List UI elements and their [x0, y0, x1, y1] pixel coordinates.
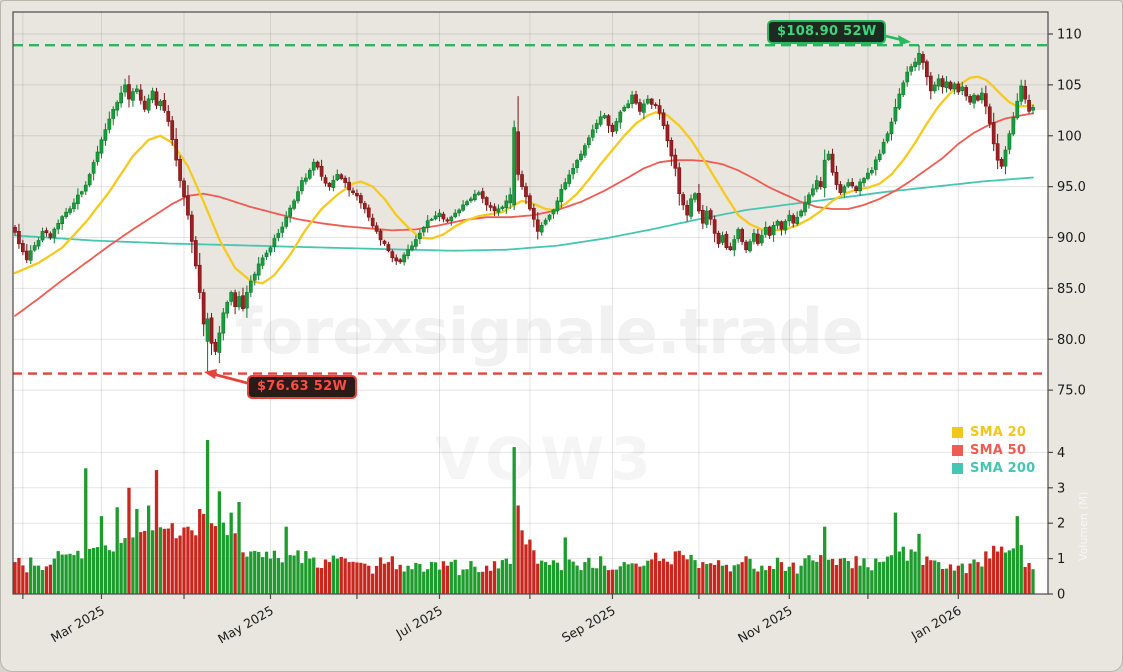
svg-text:4: 4 — [1057, 446, 1065, 461]
svg-text:80.0: 80.0 — [1057, 333, 1086, 348]
sma20-swatch-icon — [952, 426, 963, 438]
svg-text:Jul 2025: Jul 2025 — [393, 603, 445, 642]
svg-text:100: 100 — [1057, 129, 1082, 144]
site-watermark: forexsignale.trade — [235, 295, 863, 368]
legend-item-sma20: SMA 20 — [952, 424, 1035, 440]
sma20-line — [13, 75, 1035, 285]
legend-item-sma200: SMA 200 — [952, 460, 1036, 476]
svg-text:May 2025: May 2025 — [215, 603, 276, 647]
candlestick-series[interactable] — [13, 45, 1035, 374]
svg-text:Sep 2025: Sep 2025 — [559, 603, 618, 646]
svg-text:95.0: 95.0 — [1057, 180, 1086, 195]
svg-text:Nov 2025: Nov 2025 — [735, 603, 795, 646]
legend-item-sma50: SMA 50 — [952, 442, 1035, 458]
svg-text:2: 2 — [1057, 517, 1065, 532]
svg-text:90.0: 90.0 — [1057, 231, 1086, 246]
sma200-line — [14, 176, 1034, 252]
legend-label-sma50: SMA 50 — [970, 442, 1027, 458]
legend-label-sma20: SMA 20 — [970, 424, 1027, 440]
high-52w-label: $108.90 52W — [767, 20, 887, 44]
52w-level-lines — [13, 43, 1048, 375]
sma50-line — [14, 112, 1034, 317]
volume-axis-label: Volumen (M) — [1077, 492, 1090, 561]
svg-text:75.0: 75.0 — [1057, 384, 1086, 399]
sma200-swatch-icon — [952, 462, 963, 474]
legend-label-sma200: SMA 200 — [970, 460, 1036, 476]
low-band-fill — [13, 12, 1048, 353]
symbol-watermark: VOW3 — [435, 425, 657, 493]
svg-text:Mar 2025: Mar 2025 — [48, 603, 107, 646]
svg-text:1: 1 — [1057, 552, 1065, 567]
plot-frame — [12, 11, 1049, 595]
svg-text:0: 0 — [1057, 588, 1065, 603]
svg-text:Jan 2026: Jan 2026 — [908, 603, 964, 644]
sma-legend: SMA 20 SMA 50 SMA 200 — [952, 424, 1036, 476]
sma50-swatch-icon — [952, 444, 963, 456]
annotation-arrows — [204, 29, 911, 386]
low-52w-label: $76.63 52W — [247, 375, 358, 399]
volume-series[interactable] — [13, 440, 1035, 594]
svg-text:105: 105 — [1057, 78, 1082, 93]
svg-text:85.0: 85.0 — [1057, 282, 1086, 297]
svg-text:3: 3 — [1057, 481, 1065, 496]
grid-lines — [13, 12, 1048, 594]
sma-lines — [13, 75, 1035, 317]
svg-text:110: 110 — [1057, 28, 1082, 43]
